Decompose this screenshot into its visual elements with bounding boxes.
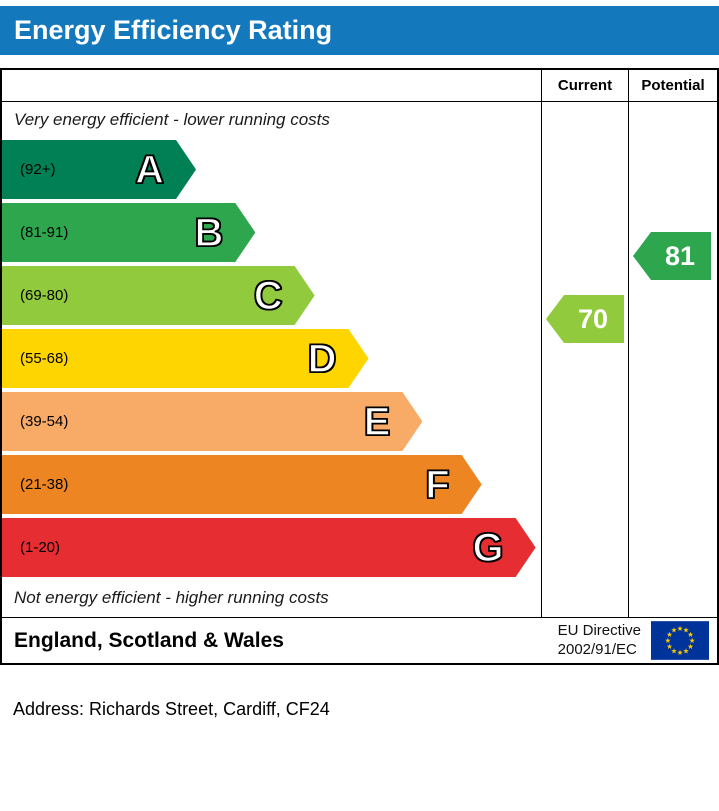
svg-text:★: ★: [665, 636, 672, 645]
svg-text:★: ★: [687, 642, 694, 651]
band-row-f: (21-38) F: [2, 453, 717, 516]
potential-cell: [628, 453, 717, 516]
band-range-label: (81-91): [20, 224, 69, 241]
svg-text:★: ★: [666, 642, 673, 651]
page-title: Energy Efficiency Rating: [14, 15, 333, 45]
current-cell: [541, 453, 628, 516]
potential-cell: [628, 102, 717, 138]
svg-text:★: ★: [677, 648, 684, 657]
chart-footer: England, Scotland & Wales EU Directive 2…: [2, 617, 717, 663]
band-row-d: (55-68) D: [2, 327, 717, 390]
svg-text:★: ★: [666, 630, 673, 639]
band-bar: (1-20) G: [2, 518, 536, 577]
eu-directive-line1: EU Directive: [557, 621, 641, 639]
potential-rating-indicator: 81: [633, 232, 711, 280]
current-cell: [541, 138, 628, 201]
current-cell: 70: [541, 264, 628, 343]
current-cell: [541, 390, 628, 453]
current-cell: [541, 102, 628, 138]
band-bar: (92+) A: [2, 140, 196, 199]
current-cell: [541, 201, 628, 264]
band-bar: (21-38) F: [2, 455, 482, 514]
title-bar: Energy Efficiency Rating: [0, 6, 719, 55]
svg-text:★: ★: [689, 636, 696, 645]
region-label: England, Scotland & Wales: [14, 628, 284, 652]
svg-text:★: ★: [683, 646, 690, 655]
band-row-c: (69-80) C 70: [2, 264, 717, 343]
current-rating-indicator: 70: [546, 295, 624, 343]
property-address: Address: Richards Street, Cardiff, CF24: [13, 699, 330, 719]
band-row-b: (81-91) B 81: [2, 201, 717, 280]
potential-cell: [628, 579, 717, 617]
band-letter: D: [307, 336, 337, 381]
band-bar: (81-91) B: [2, 203, 255, 262]
band-bar: (39-54) E: [2, 392, 422, 451]
bottom-caption: Not energy efficient - higher running co…: [14, 588, 329, 607]
svg-text:★: ★: [671, 646, 678, 655]
svg-text:★: ★: [671, 626, 678, 635]
top-caption: Very energy efficient - lower running co…: [14, 110, 330, 129]
band-range-label: (21-38): [20, 476, 69, 493]
rating-value: 70: [577, 303, 609, 334]
potential-cell: [628, 327, 717, 390]
band-bar: (69-80) C: [2, 266, 315, 325]
band-row-g: (1-20) G: [2, 516, 717, 579]
eu-directive-line2: 2002/91/EC: [557, 640, 637, 658]
current-cell: [541, 516, 628, 579]
band-range-label: (39-54): [20, 413, 69, 430]
potential-cell: [628, 390, 717, 453]
potential-cell: [628, 264, 717, 327]
rating-bands: (92+) A (81-91) B 81 (69-80) C 70: [2, 138, 717, 579]
potential-cell: [628, 138, 717, 201]
svg-text:★: ★: [677, 624, 684, 633]
bottom-caption-row: Not energy efficient - higher running co…: [2, 579, 717, 617]
potential-cell: [628, 516, 717, 579]
band-range-label: (92+): [20, 161, 56, 178]
current-cell: [541, 327, 628, 390]
band-range-label: (55-68): [20, 350, 69, 367]
potential-cell: 81: [628, 201, 717, 280]
band-letter: F: [425, 462, 450, 507]
band-bar: (55-68) D: [2, 329, 369, 388]
eu-directive-label: EU Directive 2002/91/EC: [558, 622, 641, 660]
svg-text:★: ★: [683, 626, 690, 635]
top-caption-row: Very energy efficient - lower running co…: [2, 102, 717, 138]
band-letter: E: [363, 399, 391, 444]
epc-chart: Current Potential Very energy efficient …: [0, 68, 719, 665]
potential-column-header: Potential: [628, 70, 717, 101]
band-letter: C: [253, 273, 283, 318]
eu-flag-icon: ★ ★★★★★★★★★★★: [651, 621, 709, 660]
band-letter: A: [135, 147, 165, 192]
band-row-a: (92+) A: [2, 138, 717, 201]
current-cell: [541, 579, 628, 617]
band-row-e: (39-54) E: [2, 390, 717, 453]
band-letter: B: [194, 210, 224, 255]
band-letter: G: [472, 525, 504, 570]
epc-page: Energy Efficiency Rating Current Potenti…: [0, 6, 719, 720]
band-range-label: (69-80): [20, 287, 69, 304]
column-header-spacer: [2, 70, 541, 101]
current-column-header: Current: [541, 70, 628, 101]
chart-header-row: Current Potential: [2, 70, 717, 102]
svg-text:★: ★: [687, 630, 694, 639]
rating-value: 81: [664, 240, 696, 271]
band-range-label: (1-20): [20, 539, 61, 556]
